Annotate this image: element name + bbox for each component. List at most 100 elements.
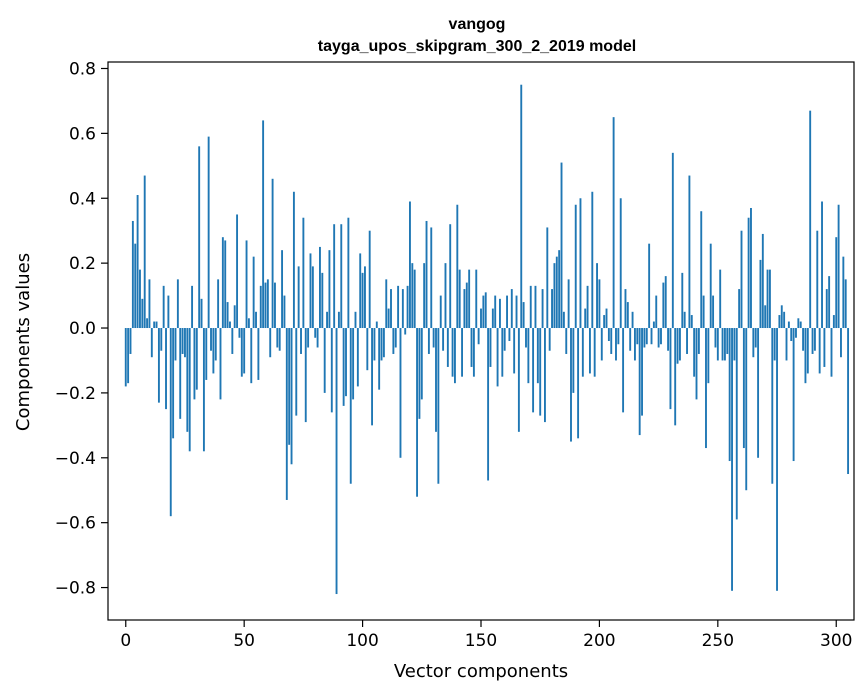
bar-251 (719, 269, 722, 329)
bar-37 (212, 328, 215, 374)
bar-130 (432, 328, 435, 348)
bar-253 (723, 328, 726, 361)
bar-30 (195, 328, 198, 390)
bar-295 (823, 328, 826, 367)
bar-92 (342, 328, 345, 406)
bar-64 (276, 328, 279, 348)
bar-104 (371, 328, 373, 426)
bar-96 (352, 328, 355, 400)
bar-143 (463, 289, 466, 329)
bar-290 (811, 328, 814, 354)
bar-217 (638, 328, 641, 436)
bar-115 (397, 285, 400, 329)
bar-173 (534, 285, 537, 329)
bar-231 (671, 152, 674, 329)
bar-282 (792, 328, 795, 462)
bar-278 (783, 311, 786, 329)
bar-180 (551, 289, 553, 329)
bar-38 (214, 328, 217, 361)
bar-76 (304, 328, 307, 423)
bar-175 (539, 328, 542, 416)
bar-224 (655, 295, 658, 329)
bar-258 (735, 328, 738, 520)
bar-11 (150, 328, 153, 358)
bar-196 (588, 328, 591, 374)
bar-126 (423, 263, 426, 329)
bar-103 (368, 230, 371, 329)
bar-291 (813, 328, 816, 351)
bar-168 (522, 302, 525, 329)
bar-252 (721, 328, 724, 361)
bar-285 (799, 321, 802, 329)
bar-77 (307, 328, 310, 348)
bar-161 (506, 295, 508, 329)
bar-183 (558, 250, 561, 329)
bar-271 (766, 269, 769, 329)
bar-248 (712, 295, 715, 329)
bar-12 (153, 321, 156, 329)
bar-42 (224, 240, 227, 329)
bar-301 (837, 204, 840, 329)
bar-72 (295, 328, 298, 416)
bar-49 (240, 328, 243, 377)
bar-133 (439, 295, 442, 329)
bar-41 (221, 237, 224, 329)
bar-190 (574, 204, 577, 329)
bar-60 (266, 279, 269, 329)
bar-171 (529, 285, 532, 329)
bar-199 (596, 263, 598, 329)
y-tick-label: 0.2 (69, 254, 96, 274)
bar-239 (690, 315, 693, 329)
bar-82 (319, 246, 321, 329)
bar-70 (290, 328, 293, 465)
bar-group (124, 84, 850, 595)
bar-111 (387, 308, 390, 329)
bar-0 (124, 328, 127, 387)
bar-132 (437, 328, 440, 484)
bar-112 (390, 289, 392, 329)
x-tick-label: 100 (346, 631, 378, 651)
bar-188 (570, 328, 572, 442)
bar-31 (198, 146, 201, 329)
bar-26 (186, 328, 189, 432)
bar-179 (548, 328, 551, 351)
bar-247 (709, 243, 712, 329)
bar-68 (285, 328, 288, 500)
y-axis-ticks: −0.8 −0.6 −0.4 −0.2 0.0 0.2 0.4 0.6 0.8 (55, 59, 108, 599)
bar-263 (747, 217, 750, 329)
bar-268 (759, 259, 762, 329)
bar-43 (226, 302, 229, 329)
bar-134 (442, 328, 445, 351)
bar-204 (607, 328, 610, 341)
bar-246 (707, 328, 710, 384)
bar-257 (733, 328, 736, 361)
bar-177 (544, 328, 546, 423)
bar-36 (210, 328, 212, 351)
bar-261 (742, 328, 745, 449)
bar-207 (615, 328, 617, 361)
bar-302 (840, 328, 842, 358)
bar-167 (520, 84, 523, 329)
bar-227 (662, 282, 665, 329)
bar-230 (669, 328, 672, 410)
bar-3 (131, 220, 134, 329)
bar-139 (454, 328, 456, 384)
bar-110 (385, 279, 388, 329)
bar-65 (278, 328, 281, 351)
bar-166 (517, 328, 520, 432)
bar-155 (491, 308, 494, 329)
bar-7 (141, 298, 144, 329)
bar-1 (127, 328, 130, 384)
bar-222 (650, 328, 653, 345)
bar-58 (262, 120, 265, 329)
bar-245 (705, 328, 707, 449)
bar-119 (406, 285, 409, 329)
bar-218 (641, 328, 643, 416)
bar-50 (243, 328, 246, 374)
bar-17 (165, 328, 167, 410)
bar-216 (636, 328, 639, 345)
bar-299 (832, 315, 835, 329)
bar-141 (458, 269, 461, 329)
bar-16 (162, 285, 165, 329)
